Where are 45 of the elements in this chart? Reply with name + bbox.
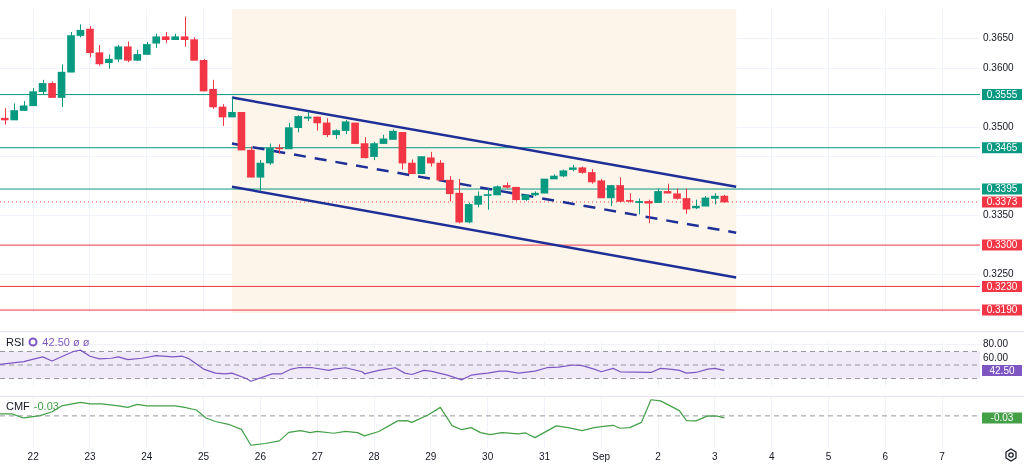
candlestick: [209, 79, 217, 110]
x-tick-label: 7: [939, 450, 946, 462]
chart-subtitle: 42.50 ø ø: [42, 336, 90, 348]
x-tick-label: 29: [425, 450, 437, 462]
candlestick: [483, 187, 492, 211]
text: -0.03: [990, 412, 1014, 424]
x-tick-label: 2: [655, 450, 662, 462]
x-tick-label: 23: [84, 450, 96, 462]
x-tick-label: 5: [825, 450, 832, 462]
candlestick: [682, 187, 691, 215]
ref-line-label: 0.3555: [986, 88, 1018, 100]
ref-line-label: 0.3465: [986, 141, 1018, 153]
x-tick-label: 4: [768, 450, 775, 462]
y-tick-label: 60.00: [983, 352, 1009, 363]
x-tick-label: 25: [198, 450, 210, 462]
x-tick-label: 28: [368, 450, 381, 462]
ref-line-label: 0.3300: [986, 239, 1018, 251]
x-tick-label: 6: [882, 450, 889, 462]
candlestick: [95, 44, 104, 67]
x-tick-label: 22: [27, 450, 40, 462]
x-tick-label: 30: [482, 450, 494, 462]
candlestick: [436, 159, 445, 181]
y-tick-label: 0.3250: [983, 268, 1015, 280]
x-tick-label: 31: [538, 450, 551, 462]
x-tick-label: 24: [141, 450, 153, 462]
candlestick: [190, 36, 198, 61]
y-tick-label: 0.3350: [983, 209, 1015, 221]
x-tick-label: 3: [712, 450, 719, 462]
chart-subtitle: -0.03: [33, 400, 59, 412]
text: 42.50: [989, 364, 1015, 376]
chart-title: RSI: [6, 336, 25, 348]
y-tick-label: 0.3500: [983, 120, 1015, 132]
x-tick-label: 26: [254, 450, 267, 462]
ref-line-label: 0.3190: [986, 304, 1018, 316]
candlestick: [180, 16, 189, 48]
ref-line-label: 0.3395: [986, 183, 1018, 195]
x-tick-label: 27: [311, 450, 324, 462]
chart-title: CMF: [6, 400, 30, 412]
y-tick-label: 0.3650: [983, 32, 1015, 44]
candlestick: [124, 40, 132, 63]
ref-line-label: 0.3373: [986, 196, 1018, 208]
y-tick-label: 80.00: [983, 338, 1009, 350]
ref-line-label: 0.3230: [986, 280, 1018, 292]
x-tick-label: Sep: [592, 450, 611, 462]
y-tick-label: 0.3600: [983, 61, 1015, 73]
